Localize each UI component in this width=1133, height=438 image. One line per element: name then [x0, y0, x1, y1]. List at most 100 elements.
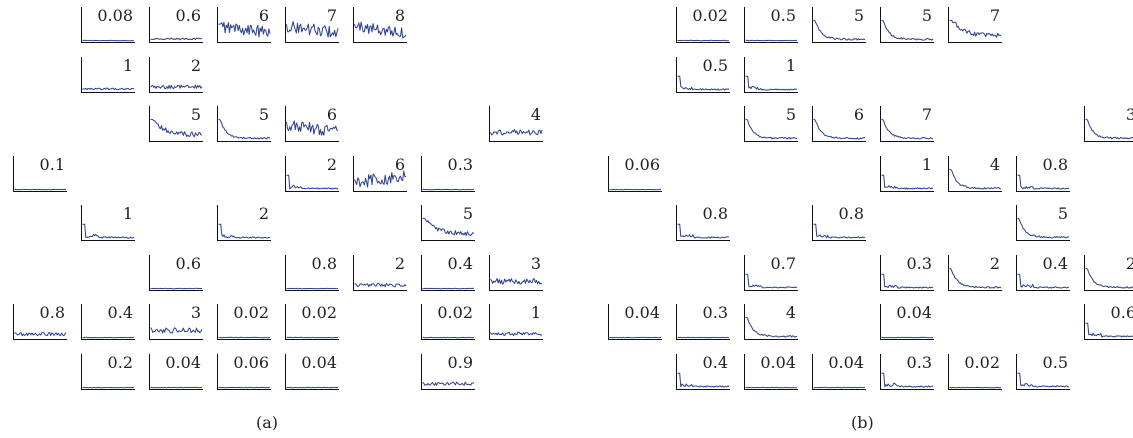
plot-axes [489, 106, 543, 142]
plot-cell: 0.8 [285, 253, 339, 291]
plot-axes [149, 353, 203, 390]
cell-value-label: 0.6 [175, 253, 201, 273]
mini-plot [217, 7, 271, 43]
plot-axes [217, 106, 271, 142]
mini-plot [149, 254, 203, 291]
cell-value-label: 0.5 [770, 6, 796, 25]
plot-cell: 1 [880, 154, 934, 192]
cell-value-label: 0.04 [301, 352, 337, 372]
plot-axes [676, 7, 730, 43]
cell-value-label: 2 [258, 204, 269, 223]
plot-axes [149, 254, 203, 291]
plot-cell: 0.06 [217, 352, 271, 390]
plot-axes [353, 155, 407, 192]
series-line [677, 75, 730, 91]
cell-value-label: 0.02 [233, 303, 269, 322]
mini-plot [81, 205, 135, 241]
cell-value-label: 7 [326, 6, 337, 25]
mini-plot [353, 155, 407, 192]
plot-axes [744, 304, 798, 340]
plot-cell: 3 [149, 302, 203, 340]
series-line [745, 75, 798, 91]
series-line [745, 386, 797, 388]
plot-axes [285, 304, 339, 340]
cell-value-label: 0.8 [39, 303, 65, 322]
series-line [286, 174, 339, 190]
plot-axes [812, 205, 866, 241]
mini-plot [676, 304, 730, 340]
mini-plot [81, 7, 135, 43]
plot-axes [421, 155, 475, 192]
series-line [150, 287, 203, 289]
plot-axes [1084, 106, 1133, 142]
series-line [150, 327, 203, 334]
mini-plot [1016, 205, 1070, 241]
plot-cell: 0.8 [1016, 154, 1070, 192]
series-line [745, 118, 798, 140]
series-line [490, 277, 543, 285]
cell-value-label: 0.5 [702, 55, 728, 75]
cell-value-label: 0.4 [1042, 253, 1068, 273]
mini-plot [948, 254, 1002, 291]
cell-value-label: 0.02 [301, 303, 337, 322]
plot-axes [149, 106, 203, 142]
plot-cell: 6 [353, 154, 407, 192]
series-line [286, 386, 339, 388]
plot-axes [285, 353, 339, 390]
series-line [422, 287, 475, 289]
mini-plot [812, 205, 866, 241]
plot-cell: 7 [285, 5, 339, 43]
cell-value-label: 0.6 [175, 6, 201, 25]
plot-axes [812, 353, 866, 390]
plot-cell: 5 [1016, 203, 1070, 241]
series-line [813, 118, 866, 140]
cell-value-label: 6 [394, 154, 405, 174]
plot-axes [676, 56, 730, 93]
mini-plot [285, 353, 339, 390]
cell-value-label: 0.4 [702, 352, 728, 372]
cell-value-label: 5 [190, 105, 201, 124]
series-line [422, 188, 474, 190]
series-line [881, 118, 934, 140]
series-line [881, 273, 934, 289]
series-line [949, 267, 1002, 289]
plot-cell: 2 [217, 203, 271, 241]
plot-cell: 0.5 [744, 5, 798, 43]
mini-plot [1016, 353, 1070, 390]
plot-cell: 0.4 [81, 302, 135, 340]
series-line [150, 84, 203, 89]
plot-cell: 2 [149, 55, 203, 93]
mini-plot [421, 155, 475, 192]
series-line [82, 87, 135, 90]
series-line [82, 223, 135, 239]
series-line [949, 19, 1002, 38]
series-line [677, 372, 730, 388]
cell-value-label: 0.04 [896, 303, 932, 322]
series-line [609, 188, 662, 190]
series-line [609, 336, 662, 339]
plot-axes [421, 205, 475, 241]
cell-value-label: 5 [258, 105, 269, 124]
plot-cell: 7 [880, 104, 934, 142]
mini-plot [676, 56, 730, 93]
mini-plot [880, 7, 934, 43]
plot-cell: 0.8 [676, 203, 730, 241]
plot-cell: 5 [880, 5, 934, 43]
caption-b: (b) [851, 413, 874, 432]
cell-value-label: 0.04 [165, 352, 201, 372]
cell-value-label: 1 [122, 55, 133, 75]
mini-plot [149, 304, 203, 340]
cell-value-label: 7 [989, 6, 1000, 25]
series-line [1017, 174, 1070, 190]
series-line [813, 19, 866, 41]
series-line [354, 170, 407, 188]
plot-axes [81, 56, 135, 93]
series-line [949, 168, 1002, 190]
mini-plot [744, 56, 798, 93]
plot-axes [421, 254, 475, 291]
plot-cell: 4 [948, 154, 1002, 192]
plot-axes [744, 7, 798, 43]
plot-axes [608, 155, 662, 192]
series-line [218, 21, 271, 38]
cell-value-label: 2 [989, 253, 1000, 273]
